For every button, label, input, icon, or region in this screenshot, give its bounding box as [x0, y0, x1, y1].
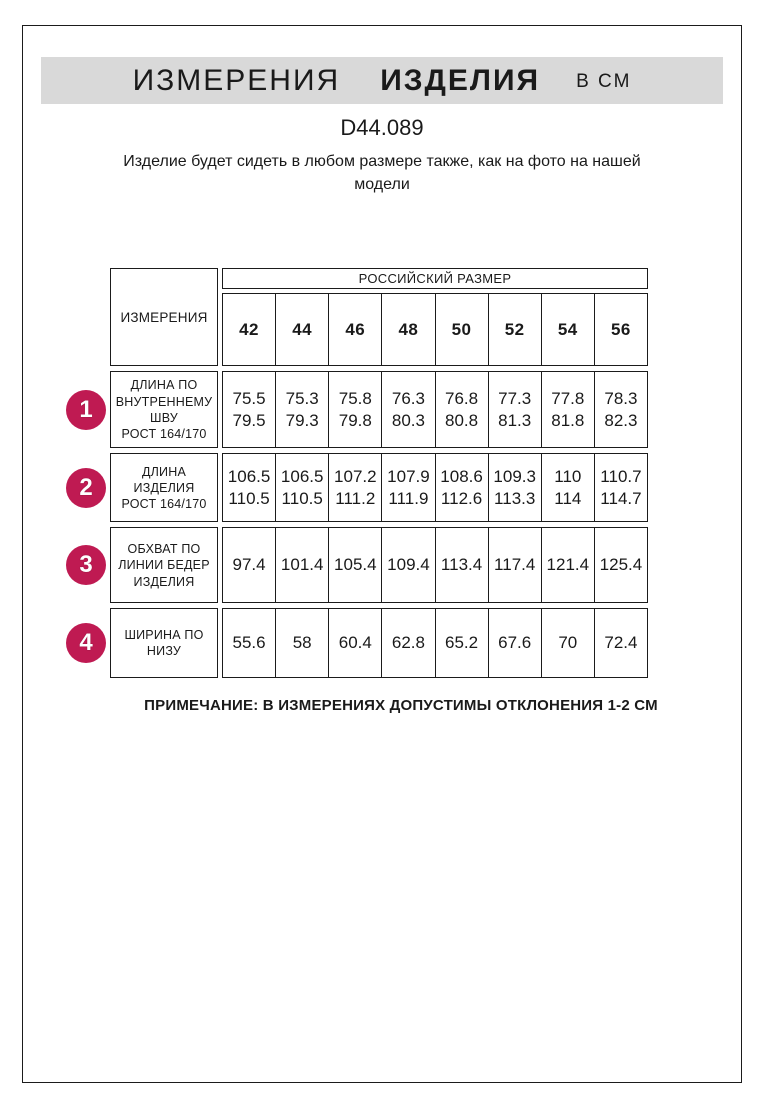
fit-description: Изделие будет сидеть в любом размере так… — [123, 153, 641, 194]
value-cell: 121.4 — [540, 528, 594, 603]
value-cell: 60.4 — [328, 609, 381, 678]
value-cell: 108.6 112.6 — [434, 454, 488, 522]
corner-header-cell: ИЗМЕРЕНИЯ — [110, 268, 218, 367]
title-units: В СМ — [576, 70, 632, 92]
row-values: 55.6 58 60.4 62.8 65.2 67.6 70 72.4 — [222, 608, 648, 679]
value-cell: 107.2 111.2 — [328, 454, 381, 522]
size-col-header: 52 — [487, 294, 541, 366]
size-col-header: 50 — [434, 294, 488, 366]
title-band: ИЗМЕРЕНИЯ ИЗДЕЛИЯ В СМ — [41, 57, 723, 104]
row-label: ШИРИНА ПО НИЗУ — [110, 608, 218, 679]
page-frame: ИЗМЕРЕНИЯ ИЗДЕЛИЯ В СМ D44.089 Изделие б… — [22, 25, 742, 1083]
size-col-header: 42 — [239, 319, 260, 339]
value-cell: 76.8 80.8 — [434, 372, 488, 448]
value-cell: 75.3 79.3 — [275, 372, 328, 448]
table-row: 3 ОБХВАТ ПО ЛИНИИ БЕДЕР ИЗДЕЛИЯ 97.4 101.4 105… — [66, 527, 648, 604]
value-cell: 77.8 81.8 — [540, 372, 594, 448]
value-cell: 67.6 — [487, 609, 541, 678]
russian-size-header: РОССИЙСКИЙ РАЗМЕР — [222, 268, 648, 290]
row-values: 97.4 101.4 105.4 109.4 113.4 117.4 121.4 125.4 — [222, 527, 648, 604]
row-label: ДЛИНА ПО ВНУТРЕННЕМУ ШВУ РОСТ 164/170 — [110, 371, 218, 449]
size-col-header: 46 — [328, 294, 381, 366]
table-row: 4 ШИРИНА ПО НИЗУ 55.6 58 60.4 62.8 65.2 67.6 70 72… — [66, 608, 648, 679]
row-number-badge: 3 — [66, 545, 106, 586]
table-row: 1 ДЛИНА ПО ВНУТРЕННЕМУ ШВУ РОСТ 164/170 75.5 7… — [66, 371, 648, 449]
size-col-header: 44 — [275, 294, 328, 366]
row-number-badge: 4 — [66, 623, 106, 664]
value-cell: 78.3 82.3 — [593, 372, 647, 448]
table-body: 1 ДЛИНА ПО ВНУТРЕННЕМУ ШВУ РОСТ 164/170 75.5 7… — [66, 371, 648, 679]
value-cell: 58 — [275, 609, 328, 678]
value-cell: 110 114 — [540, 454, 594, 522]
sizes-strip: 42 44 46 48 50 52 54 56 — [222, 293, 648, 367]
value-cell: 75.5 79.5 — [232, 388, 266, 430]
size-table: ИЗМЕРЕНИЯ РОССИЙСКИЙ РАЗМЕР 42 44 46 48 50 52… — [66, 268, 648, 679]
row-label: ДЛИНА ИЗДЕЛИЯ РОСТ 164/170 — [110, 453, 218, 523]
header-right: РОССИЙСКИЙ РАЗМЕР 42 44 46 48 50 52 54 56 — [222, 268, 648, 367]
row-label: ОБХВАТ ПО ЛИНИИ БЕДЕР ИЗДЕЛИЯ — [110, 527, 218, 604]
row-number-badge: 1 — [66, 389, 106, 430]
value-cell: 107.9 111.9 — [381, 454, 434, 522]
value-cell: 109.4 — [381, 528, 434, 603]
row-values: 75.5 79.5 75.3 79.3 75.8 79.8 76.3 80.3 76.8 80.8… — [222, 371, 648, 449]
value-cell: 55.6 — [232, 633, 266, 653]
value-cell: 101.4 — [275, 528, 328, 603]
value-cell: 70 — [540, 609, 594, 678]
value-cell: 105.4 — [328, 528, 381, 603]
value-cell: 72.4 — [593, 609, 647, 678]
value-cell: 106.5 110.5 — [275, 454, 328, 522]
value-cell: 65.2 — [434, 609, 488, 678]
value-cell: 76.3 80.3 — [381, 372, 434, 448]
value-cell: 110.7 114.7 — [593, 454, 647, 522]
size-col-header: 54 — [540, 294, 594, 366]
value-cell: 97.4 — [232, 555, 266, 575]
row-number-badge: 2 — [66, 467, 106, 508]
title-product: ИЗДЕЛИЯ — [380, 63, 541, 97]
table-header-row: ИЗМЕРЕНИЯ РОССИЙСКИЙ РАЗМЕР 42 44 46 48 50 52… — [110, 268, 648, 367]
row-values: 106.5 110.5 106.5 110.5 107.2 111.2 107.9 111.9… — [222, 453, 648, 523]
value-cell: 109.3 113.3 — [487, 454, 541, 522]
table-row: 2 ДЛИНА ИЗДЕЛИЯ РОСТ 164/170 106.5 110.5 106.5… — [66, 453, 648, 523]
size-col-header: 48 — [381, 294, 434, 366]
value-cell: 113.4 — [434, 528, 488, 603]
value-cell: 77.3 81.3 — [487, 372, 541, 448]
title-measurements: ИЗМЕРЕНИЯ — [132, 63, 341, 97]
value-cell: 62.8 — [381, 609, 434, 678]
size-col-header: 56 — [593, 294, 647, 366]
value-cell: 106.5 110.5 — [227, 466, 271, 508]
value-cell: 75.8 79.8 — [328, 372, 381, 448]
value-cell: 117.4 — [487, 528, 541, 603]
value-cell: 125.4 — [593, 528, 647, 603]
article-code: D44.089 — [340, 115, 424, 140]
note-text: ПРИМЕЧАНИЕ: В ИЗМЕРЕНИЯХ ДОПУСТИМЫ ОТКЛО… — [144, 697, 658, 715]
